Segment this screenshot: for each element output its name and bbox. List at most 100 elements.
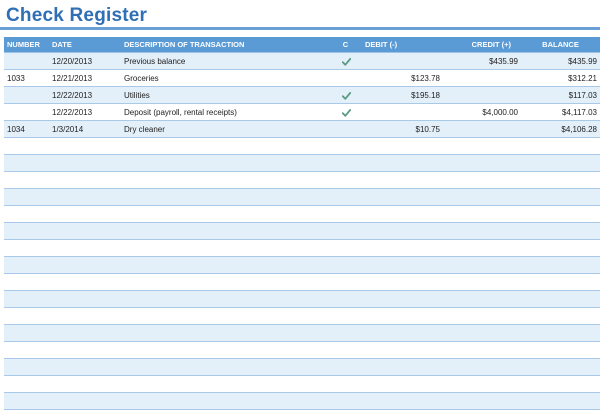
cell-number[interactable]	[4, 341, 49, 359]
cell-cleared[interactable]	[329, 341, 362, 359]
cell-balance[interactable]	[521, 222, 600, 240]
empty-row[interactable]	[4, 273, 600, 291]
cell-date[interactable]	[49, 205, 121, 223]
cell-credit[interactable]	[443, 307, 521, 325]
cell-balance[interactable]	[521, 392, 600, 410]
cell-number[interactable]	[4, 137, 49, 155]
cell-date[interactable]	[49, 239, 121, 257]
cell-balance[interactable]	[521, 290, 600, 308]
cell-cleared[interactable]	[329, 205, 362, 223]
cell-cleared[interactable]	[329, 273, 362, 291]
cell-description[interactable]	[121, 307, 329, 325]
cell-cleared[interactable]	[329, 392, 362, 410]
cell-balance[interactable]	[521, 154, 600, 172]
cell-date[interactable]	[49, 392, 121, 410]
cell-cleared[interactable]	[329, 222, 362, 240]
cell-description[interactable]	[121, 341, 329, 359]
cell-cleared[interactable]	[329, 120, 362, 138]
cell-description[interactable]	[121, 137, 329, 155]
column-header-debit[interactable]: DEBIT (-)	[362, 37, 443, 53]
cell-credit[interactable]	[443, 86, 521, 104]
cell-date[interactable]	[49, 222, 121, 240]
cell-description[interactable]	[121, 188, 329, 206]
cell-debit[interactable]	[362, 324, 443, 342]
cell-number[interactable]: 1034	[4, 120, 49, 138]
cell-date[interactable]	[49, 137, 121, 155]
empty-row[interactable]	[4, 137, 600, 155]
cell-credit[interactable]	[443, 341, 521, 359]
cell-number[interactable]	[4, 375, 49, 393]
empty-row[interactable]	[4, 324, 600, 342]
cell-cleared[interactable]	[329, 171, 362, 189]
cell-credit[interactable]	[443, 324, 521, 342]
empty-row[interactable]	[4, 188, 600, 206]
table-row[interactable]: 12/20/2013 Previous balance $435.99 $435.99	[4, 52, 600, 70]
empty-row[interactable]	[4, 256, 600, 274]
cell-cleared[interactable]	[329, 307, 362, 325]
table-row[interactable]: 1034 1/3/2014 Dry cleaner $10.75 $4,106.28	[4, 120, 600, 138]
cell-credit[interactable]	[443, 273, 521, 291]
cell-description[interactable]	[121, 239, 329, 257]
cell-debit[interactable]	[362, 188, 443, 206]
cell-credit[interactable]	[443, 375, 521, 393]
cell-credit[interactable]	[443, 137, 521, 155]
empty-row[interactable]	[4, 171, 600, 189]
cell-description[interactable]	[121, 205, 329, 223]
cell-balance[interactable]	[521, 188, 600, 206]
cell-debit[interactable]: $123.78	[362, 69, 443, 87]
cell-credit[interactable]: $4,000.00	[443, 103, 521, 121]
cell-date[interactable]	[49, 375, 121, 393]
cell-debit[interactable]	[362, 256, 443, 274]
cell-number[interactable]	[4, 103, 49, 121]
table-row[interactable]: 1033 12/21/2013 Groceries $123.78 $312.21	[4, 69, 600, 87]
cell-date[interactable]	[49, 171, 121, 189]
cell-cleared[interactable]	[329, 188, 362, 206]
cell-number[interactable]	[4, 188, 49, 206]
cell-number[interactable]	[4, 290, 49, 308]
cell-description[interactable]: Previous balance	[121, 52, 329, 70]
cell-credit[interactable]	[443, 171, 521, 189]
cell-debit[interactable]	[362, 103, 443, 121]
cell-cleared[interactable]	[329, 137, 362, 155]
cell-cleared[interactable]	[329, 256, 362, 274]
cell-description[interactable]: Dry cleaner	[121, 120, 329, 138]
cell-cleared[interactable]	[329, 69, 362, 87]
cell-debit[interactable]	[362, 171, 443, 189]
cell-number[interactable]	[4, 392, 49, 410]
cell-date[interactable]	[49, 358, 121, 376]
cell-description[interactable]	[121, 375, 329, 393]
cell-date[interactable]	[49, 290, 121, 308]
cell-description[interactable]	[121, 256, 329, 274]
cell-date[interactable]	[49, 154, 121, 172]
cell-description[interactable]	[121, 154, 329, 172]
cell-debit[interactable]	[362, 358, 443, 376]
cell-date[interactable]	[49, 324, 121, 342]
cell-debit[interactable]	[362, 273, 443, 291]
column-header-cleared[interactable]: C	[329, 37, 362, 53]
cell-debit[interactable]	[362, 52, 443, 70]
cell-cleared[interactable]	[329, 375, 362, 393]
cell-credit[interactable]	[443, 256, 521, 274]
cell-balance[interactable]: $435.99	[521, 52, 600, 70]
cell-balance[interactable]	[521, 256, 600, 274]
cell-balance[interactable]	[521, 205, 600, 223]
cell-cleared[interactable]	[329, 324, 362, 342]
cell-credit[interactable]	[443, 188, 521, 206]
cell-balance[interactable]	[521, 341, 600, 359]
cell-debit[interactable]	[362, 137, 443, 155]
cell-credit[interactable]	[443, 358, 521, 376]
cell-description[interactable]	[121, 290, 329, 308]
cell-balance[interactable]	[521, 358, 600, 376]
cell-number[interactable]	[4, 205, 49, 223]
cell-balance[interactable]	[521, 137, 600, 155]
cell-debit[interactable]: $195.18	[362, 86, 443, 104]
empty-row[interactable]	[4, 307, 600, 325]
cell-date[interactable]: 1/3/2014	[49, 120, 121, 138]
column-header-credit[interactable]: CREDIT (+)	[443, 37, 521, 53]
table-row[interactable]: 12/22/2013 Deposit (payroll, rental recei…	[4, 103, 600, 121]
cell-date[interactable]: 12/22/2013	[49, 103, 121, 121]
cell-description[interactable]	[121, 392, 329, 410]
cell-cleared[interactable]	[329, 358, 362, 376]
cell-description[interactable]	[121, 324, 329, 342]
cell-credit[interactable]	[443, 239, 521, 257]
